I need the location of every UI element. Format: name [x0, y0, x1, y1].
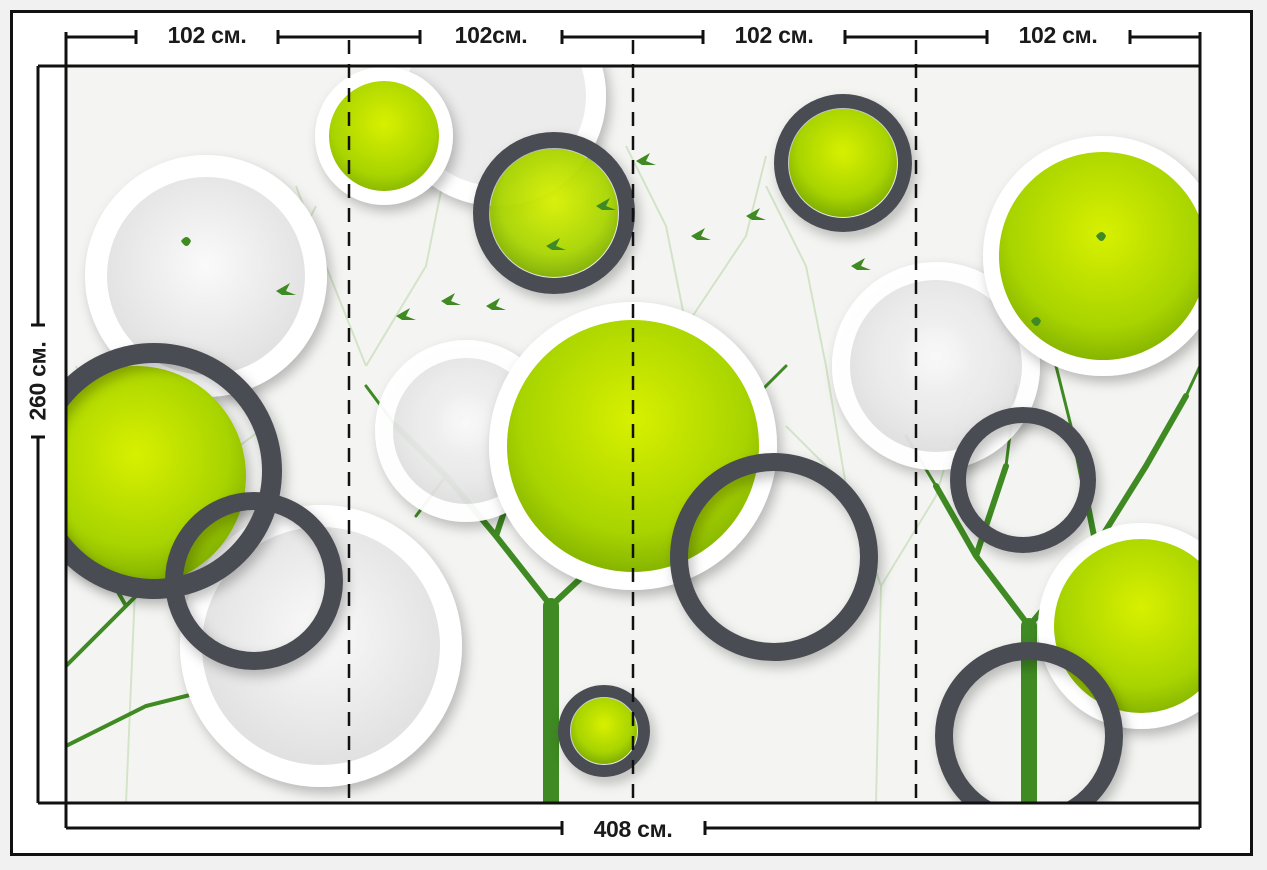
dark-rings	[66, 94, 1123, 803]
panel-width-label-4: 102 см.	[1018, 22, 1098, 48]
lime-discs	[66, 67, 1200, 729]
height-label: 260 см.	[24, 341, 51, 421]
birds	[181, 153, 1106, 326]
panel-width-label-2: 102см.	[454, 22, 528, 48]
total-width-label: 408 см.	[593, 816, 673, 842]
panel-dividers	[347, 40, 918, 803]
panel-width-label-3: 102 см.	[734, 22, 814, 48]
lime-ring-fills	[490, 109, 897, 764]
panel-width-label-1: 102 см.	[167, 22, 247, 48]
